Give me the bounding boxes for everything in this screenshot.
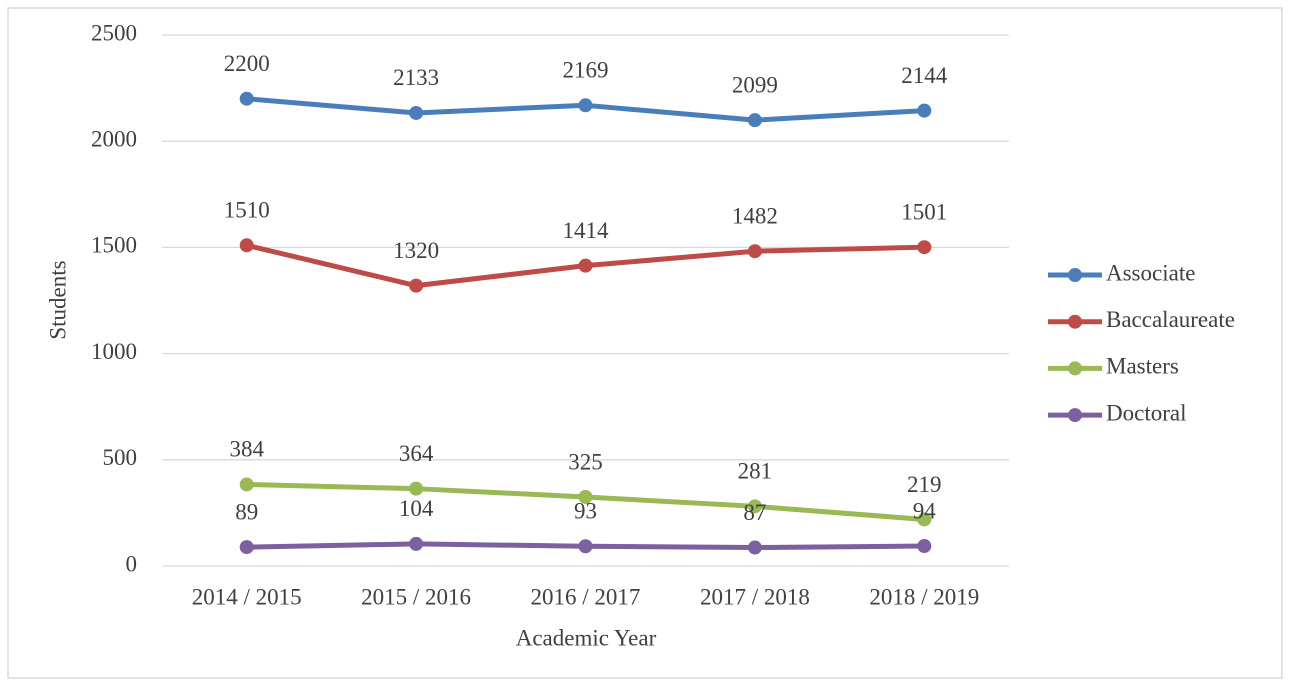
data-label: 2099 bbox=[732, 72, 778, 97]
data-label: 2169 bbox=[563, 58, 609, 83]
y-tick-label: 1000 bbox=[91, 339, 137, 364]
data-label: 1510 bbox=[224, 198, 270, 223]
data-label: 1482 bbox=[732, 204, 778, 229]
legend-label: Associate bbox=[1106, 260, 1195, 285]
legend-label: Doctoral bbox=[1106, 400, 1186, 425]
legend-marker bbox=[1068, 408, 1082, 423]
data-label: 1320 bbox=[393, 238, 439, 263]
legend-label: Masters bbox=[1106, 354, 1179, 379]
data-label: 384 bbox=[229, 437, 264, 462]
data-label: 2200 bbox=[224, 51, 270, 76]
y-tick-label: 1500 bbox=[91, 233, 137, 258]
legend-marker bbox=[1068, 268, 1082, 282]
data-label: 281 bbox=[738, 459, 773, 484]
x-tick-label: 2016 / 2017 bbox=[531, 584, 641, 609]
data-point bbox=[578, 258, 593, 273]
x-axis-title: Academic Year bbox=[516, 625, 657, 650]
data-label: 1501 bbox=[901, 199, 947, 224]
legend-marker bbox=[1068, 314, 1082, 329]
data-label: 94 bbox=[913, 498, 937, 523]
data-point bbox=[747, 244, 762, 259]
data-point bbox=[578, 98, 593, 113]
data-label: 104 bbox=[399, 496, 434, 521]
x-tick-label: 2018 / 2019 bbox=[869, 584, 979, 609]
legend-label: Baccalaureate bbox=[1106, 307, 1235, 332]
data-point bbox=[917, 240, 932, 255]
data-label: 89 bbox=[235, 499, 258, 524]
data-point bbox=[239, 477, 254, 492]
data-point bbox=[578, 539, 593, 554]
data-point bbox=[747, 499, 762, 514]
data-label: 93 bbox=[574, 499, 597, 524]
x-tick-label: 2014 / 2015 bbox=[192, 584, 302, 609]
data-point bbox=[239, 91, 254, 106]
data-point bbox=[747, 540, 762, 555]
y-tick-label: 500 bbox=[103, 445, 138, 470]
data-point bbox=[917, 512, 932, 527]
y-axis-title: Students bbox=[45, 260, 70, 339]
legend-marker bbox=[1068, 361, 1082, 376]
data-label: 219 bbox=[907, 472, 942, 497]
data-label: 364 bbox=[399, 441, 434, 466]
y-tick-label: 0 bbox=[126, 551, 138, 576]
data-label: 87 bbox=[743, 500, 766, 525]
x-tick-label: 2017 / 2018 bbox=[700, 584, 810, 609]
y-tick-label: 2500 bbox=[91, 20, 137, 45]
data-point bbox=[239, 238, 254, 253]
data-point bbox=[917, 539, 932, 554]
data-point bbox=[917, 103, 932, 118]
y-tick-label: 2000 bbox=[91, 126, 137, 151]
data-point bbox=[578, 489, 593, 504]
data-point bbox=[409, 278, 424, 293]
data-point bbox=[239, 540, 254, 555]
data-label: 1414 bbox=[563, 218, 610, 243]
data-label: 2144 bbox=[901, 63, 948, 88]
data-point bbox=[409, 481, 424, 496]
data-label: 2133 bbox=[393, 65, 439, 90]
data-point bbox=[747, 113, 762, 128]
data-point bbox=[409, 536, 424, 551]
data-point bbox=[409, 105, 424, 120]
x-tick-label: 2015 / 2016 bbox=[361, 584, 471, 609]
data-label: 325 bbox=[568, 449, 603, 474]
